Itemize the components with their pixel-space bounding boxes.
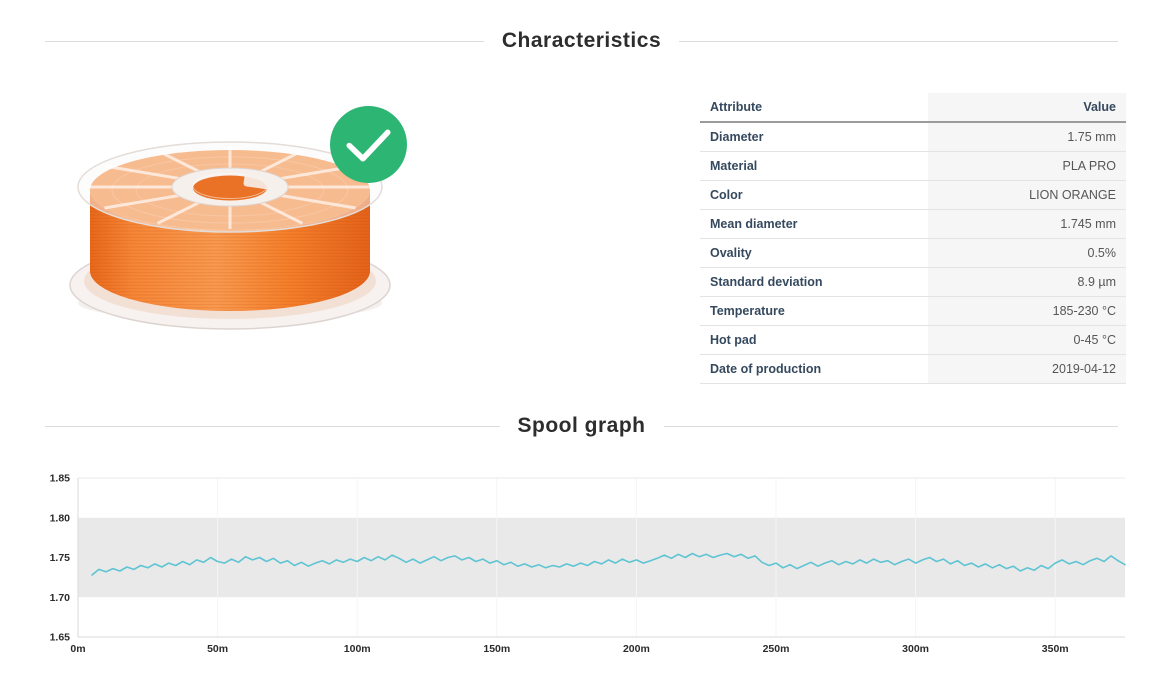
attribute-label: Diameter	[700, 122, 928, 152]
y-tick-label: 1.85	[50, 473, 71, 485]
attribute-label: Mean diameter	[700, 209, 928, 239]
product-photo	[58, 95, 408, 335]
y-tick-label: 1.80	[50, 512, 71, 524]
attribute-value: 1.745 mm	[928, 209, 1126, 239]
diameter-line	[91, 552, 1126, 576]
characteristics-title: Characteristics	[501, 29, 662, 52]
spool-graph: 0m 50m 100m 150m 200m 250m 300m 350m 1.65 1.70 1.7…	[45, 460, 1135, 670]
attribute-label: Color	[700, 180, 928, 210]
x-tick-label: 350m	[1042, 643, 1069, 655]
x-tick-label: 200m	[623, 643, 650, 655]
x-tick-label: 0m	[70, 643, 85, 655]
table-row-material: Material PLA PRO	[700, 151, 1126, 181]
y-tick-label: 1.70	[50, 592, 71, 604]
attribute-value: 185-230 °C	[928, 296, 1126, 326]
attribute-value: 0.5%	[928, 238, 1126, 268]
x-tick-label: 300m	[902, 643, 929, 655]
x-tick-label: 100m	[344, 643, 371, 655]
x-tick-label: 50m	[207, 643, 228, 655]
spool-chart-svg: 0m 50m 100m 150m 200m 250m 300m 350m 1.65 1.70 1.7…	[50, 473, 1126, 655]
attribute-value: PLA PRO	[928, 151, 1126, 181]
attribute-value: LION ORANGE	[928, 180, 1126, 210]
table-row-hot-pad: Hot pad 0-45 °C	[700, 325, 1126, 355]
y-tick-label: 1.65	[50, 632, 71, 644]
table-row-color: Color LION ORANGE	[700, 180, 1126, 210]
filament-end-clip	[243, 173, 281, 191]
table-row-mean-diameter: Mean diameter 1.745 mm	[700, 209, 1126, 239]
attribute-label: Material	[700, 151, 928, 181]
attribute-label: Temperature	[700, 296, 928, 326]
filament-spool-image	[69, 141, 391, 330]
table-header-row: Attribute Value	[700, 93, 1126, 123]
characteristics-section-header: Characteristics	[45, 29, 1118, 53]
attribute-label: Hot pad	[700, 325, 928, 355]
divider-line-left	[45, 40, 484, 42]
divider-line-left	[45, 425, 500, 427]
attribute-value: 0-45 °C	[928, 325, 1126, 355]
divider-line-right	[679, 40, 1118, 42]
attribute-value: 8.9 µm	[928, 267, 1126, 297]
divider-line-right	[663, 425, 1118, 427]
tolerance-band	[78, 517, 1125, 598]
attribute-column-header: Attribute	[700, 93, 928, 123]
check-icon	[330, 106, 407, 183]
x-tick-label: 150m	[483, 643, 510, 655]
table-row-date-of-production: Date of production 2019-04-12	[700, 354, 1126, 384]
attribute-value: 2019-04-12	[928, 354, 1126, 384]
characteristics-table: Attribute Value Diameter 1.75 mm Materia…	[700, 93, 1126, 384]
attribute-label: Ovality	[700, 238, 928, 268]
spool-graph-section-header: Spool graph	[45, 414, 1118, 438]
table-row-ovality: Ovality 0.5%	[700, 238, 1126, 268]
attribute-value: 1.75 mm	[928, 122, 1126, 152]
table-row-diameter: Diameter 1.75 mm	[700, 122, 1126, 152]
x-tick-label: 250m	[763, 643, 790, 655]
table-row-temperature: Temperature 185-230 °C	[700, 296, 1126, 326]
filament-strands	[90, 190, 370, 311]
quality-pass-badge	[330, 106, 407, 183]
y-tick-label: 1.75	[50, 552, 71, 564]
table-row-standard-deviation: Standard deviation 8.9 µm	[700, 267, 1126, 297]
value-column-header: Value	[928, 93, 1126, 123]
attribute-label: Standard deviation	[700, 267, 928, 297]
spool-graph-title: Spool graph	[517, 414, 646, 437]
attribute-label: Date of production	[700, 354, 928, 384]
